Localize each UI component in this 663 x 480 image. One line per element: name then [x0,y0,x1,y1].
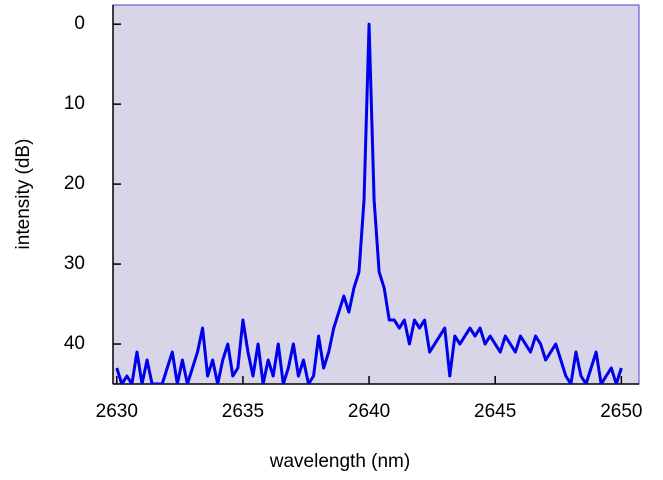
x-tick-label: 2640 [348,401,390,422]
x-axis-label: wavelength (nm) [269,451,410,472]
data-line [115,22,623,384]
y-tick-label: 40 [64,333,85,354]
x-tick-label: 2645 [474,401,516,422]
plot-area [112,4,640,385]
y-tick-label: 10 [64,93,85,114]
y-tick-label: 0 [74,13,85,34]
plot-lines [115,22,623,384]
y-tick-label: 30 [64,253,85,274]
y-axis-label: intensity (dB) [13,139,34,250]
x-tick-label: 2650 [600,401,642,422]
x-tick-label: 2630 [96,401,138,422]
y-tick-label: 20 [64,173,85,194]
x-tick-label: 2635 [222,401,264,422]
